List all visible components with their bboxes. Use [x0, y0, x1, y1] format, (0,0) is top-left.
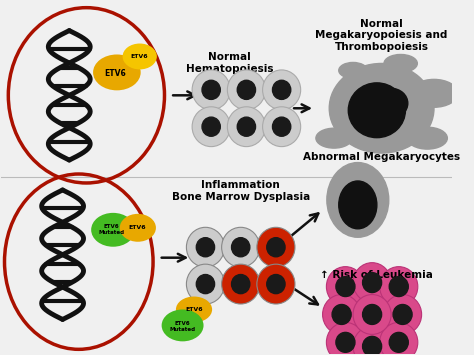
Circle shape — [202, 80, 220, 99]
Text: Inflammation
Bone Marrow Dysplasia: Inflammation Bone Marrow Dysplasia — [172, 180, 310, 202]
Circle shape — [363, 305, 382, 324]
Circle shape — [327, 267, 365, 306]
Text: ETV6: ETV6 — [130, 54, 147, 59]
Circle shape — [231, 237, 250, 257]
Circle shape — [327, 322, 365, 355]
Circle shape — [222, 227, 260, 267]
Circle shape — [273, 117, 291, 136]
Text: ETV6
Mutated: ETV6 Mutated — [98, 224, 124, 235]
Ellipse shape — [162, 310, 203, 342]
Circle shape — [389, 332, 408, 352]
Circle shape — [267, 237, 285, 257]
Text: ETV6: ETV6 — [185, 307, 203, 312]
Circle shape — [336, 277, 355, 296]
Ellipse shape — [120, 214, 156, 242]
Text: ETV6: ETV6 — [128, 225, 146, 230]
Ellipse shape — [329, 64, 434, 153]
Ellipse shape — [410, 80, 458, 107]
Circle shape — [202, 117, 220, 136]
Ellipse shape — [407, 127, 447, 149]
Text: Abnormal Megakaryocytes: Abnormal Megakaryocytes — [303, 152, 460, 162]
Ellipse shape — [327, 163, 389, 237]
Circle shape — [263, 70, 301, 110]
Ellipse shape — [384, 54, 417, 72]
Ellipse shape — [348, 83, 405, 138]
Text: ↑ Risk of Leukemia: ↑ Risk of Leukemia — [320, 269, 433, 280]
Ellipse shape — [374, 88, 408, 118]
Ellipse shape — [339, 181, 377, 229]
Circle shape — [336, 332, 355, 352]
Circle shape — [257, 264, 295, 304]
Circle shape — [192, 107, 230, 147]
Circle shape — [228, 107, 265, 147]
Circle shape — [273, 80, 291, 99]
Circle shape — [380, 267, 418, 306]
Ellipse shape — [176, 296, 212, 322]
Circle shape — [267, 274, 285, 294]
Circle shape — [192, 70, 230, 110]
Text: Normal
Megakaryopoiesis and
Thrombopoiesis: Normal Megakaryopoiesis and Thrombopoies… — [315, 18, 448, 52]
Text: ETV6
Mutated: ETV6 Mutated — [170, 321, 196, 332]
Circle shape — [222, 264, 260, 304]
Circle shape — [353, 295, 391, 334]
Ellipse shape — [93, 54, 141, 90]
Circle shape — [389, 277, 408, 296]
Circle shape — [393, 305, 412, 324]
Circle shape — [263, 107, 301, 147]
Text: Normal
Hematopoiesis: Normal Hematopoiesis — [185, 53, 273, 74]
Circle shape — [363, 337, 382, 355]
Ellipse shape — [339, 62, 367, 78]
Circle shape — [353, 326, 391, 355]
Text: ETV6: ETV6 — [104, 69, 126, 78]
Circle shape — [196, 237, 215, 257]
Circle shape — [237, 117, 255, 136]
Circle shape — [332, 305, 351, 324]
Ellipse shape — [316, 128, 352, 148]
Circle shape — [237, 80, 255, 99]
Circle shape — [380, 322, 418, 355]
Circle shape — [186, 227, 225, 267]
Circle shape — [186, 264, 225, 304]
Circle shape — [196, 274, 215, 294]
Circle shape — [363, 273, 382, 293]
Circle shape — [231, 274, 250, 294]
Circle shape — [257, 227, 295, 267]
Ellipse shape — [91, 213, 135, 247]
Circle shape — [353, 263, 391, 302]
Circle shape — [383, 295, 421, 334]
Circle shape — [323, 295, 361, 334]
Circle shape — [228, 70, 265, 110]
Ellipse shape — [123, 44, 157, 70]
